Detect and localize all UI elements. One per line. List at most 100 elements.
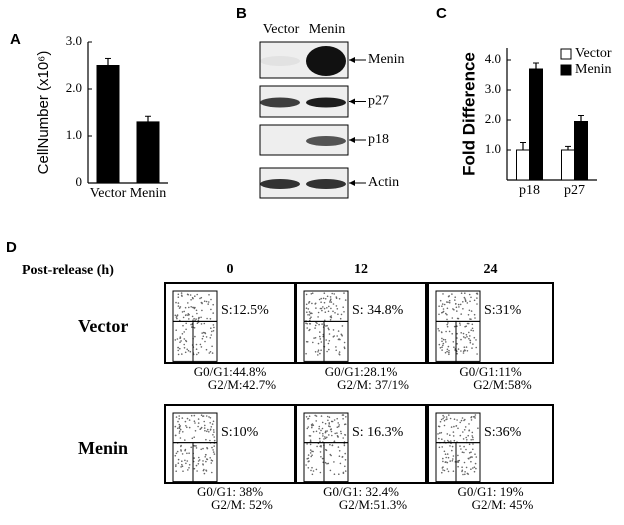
event-dot (206, 458, 208, 460)
event-dot (318, 298, 321, 301)
event-dot (463, 445, 465, 448)
event-dot (307, 454, 310, 456)
event-dot (468, 331, 470, 334)
event-dot (311, 426, 313, 429)
event-dot (441, 467, 444, 469)
event-dot (473, 313, 476, 316)
event-dot (462, 438, 465, 440)
event-dot (446, 313, 448, 316)
event-dot (452, 470, 455, 473)
event-dot (449, 460, 452, 462)
event-dot (179, 336, 182, 338)
event-dot (193, 317, 195, 320)
event-dot (197, 352, 200, 354)
event-dot (328, 328, 330, 331)
band (260, 56, 300, 66)
event-dot (305, 322, 307, 325)
event-dot (437, 328, 440, 330)
event-dot (451, 445, 454, 448)
event-dot (210, 334, 213, 336)
gate-g2 (323, 320, 349, 362)
event-dot (338, 353, 340, 355)
event-dot (464, 471, 466, 473)
event-dot (211, 446, 213, 449)
event-dot (455, 306, 458, 309)
event-dot (195, 318, 197, 320)
event-dot (330, 315, 333, 317)
bar (96, 65, 120, 184)
event-dot (177, 293, 180, 296)
event-dot (306, 327, 309, 329)
event-dot (445, 341, 447, 343)
event-dot (175, 465, 177, 468)
event-dot (471, 323, 474, 326)
event-dot (209, 351, 212, 353)
event-dot (438, 437, 440, 440)
event-dot (311, 466, 313, 469)
event-dot (207, 428, 209, 431)
event-dot (452, 341, 455, 343)
plot-frame (427, 404, 554, 484)
event-dot (312, 424, 315, 427)
plot-frame (164, 282, 296, 364)
event-dot (179, 306, 182, 308)
event-dot (213, 436, 215, 438)
event-dot (208, 294, 210, 296)
event-dot (320, 456, 322, 458)
event-dot (184, 420, 187, 423)
event-dot (465, 436, 468, 439)
event-dot (448, 349, 450, 352)
event-dot (338, 424, 341, 426)
event-dot (470, 310, 473, 312)
event-dot (457, 465, 459, 468)
event-dot (337, 446, 340, 448)
event-dot (475, 346, 478, 349)
event-dot (200, 346, 203, 348)
event-dot (466, 322, 469, 325)
event-dot (318, 437, 321, 440)
s-phase: S:12.5% (221, 303, 269, 318)
event-dot (317, 354, 319, 356)
event-dot (462, 301, 464, 303)
event-dot (205, 348, 208, 351)
event-dot (207, 301, 210, 303)
event-dot (441, 349, 443, 351)
event-dot (441, 340, 443, 343)
event-dot (319, 471, 322, 474)
event-dot (320, 415, 323, 417)
event-dot (335, 346, 337, 348)
event-dot (331, 434, 333, 437)
event-dot (212, 451, 215, 453)
event-dot (187, 314, 189, 317)
event-dot (212, 324, 215, 326)
event-dot (442, 338, 445, 341)
event-dot (307, 426, 310, 428)
event-dot (195, 348, 198, 351)
event-dot (311, 454, 313, 457)
header: Post-release (h) (22, 263, 114, 278)
event-dot (185, 462, 187, 465)
event-dot (475, 467, 477, 470)
event-dot (457, 460, 460, 462)
event-dot (442, 414, 444, 417)
event-dot (465, 466, 468, 469)
event-dot (191, 437, 194, 440)
y-axis-label: Fold Difference (459, 52, 478, 176)
event-dot (178, 307, 181, 309)
event-dot (462, 352, 465, 354)
event-dot (185, 328, 187, 331)
event-dot (339, 317, 342, 320)
event-dot (343, 292, 345, 294)
event-dot (323, 292, 326, 295)
event-dot (463, 451, 465, 454)
event-dot (319, 352, 321, 355)
event-dot (179, 428, 182, 431)
event-dot (186, 417, 189, 420)
event-dot (342, 418, 344, 420)
event-dot (308, 302, 310, 304)
y-tick-label: 3.0 (485, 81, 501, 96)
event-dot (188, 452, 190, 455)
event-dot (209, 429, 212, 431)
event-dot (198, 456, 200, 459)
event-dot (456, 352, 458, 355)
